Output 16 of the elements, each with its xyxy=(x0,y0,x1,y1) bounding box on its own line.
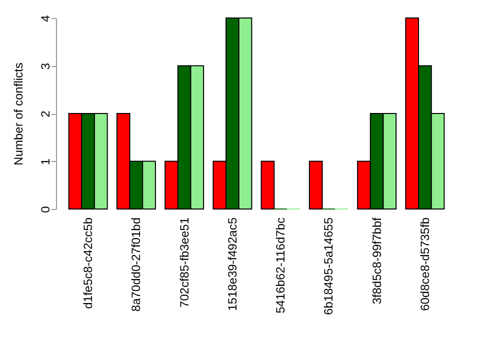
bar xyxy=(308,160,323,210)
x-tick-label: 60d8ce8-d5735fb xyxy=(418,217,432,311)
y-tick-label: 4 xyxy=(38,14,52,22)
x-tick-label: 8a70dd0-27f01bd xyxy=(129,218,144,312)
y-tick-label: 1 xyxy=(38,158,52,166)
x-tick-label: 5416b62-116d7bc xyxy=(274,218,288,314)
x-tick-label: 6b18495-5a14655 xyxy=(322,217,336,315)
y-tick-label: 3 xyxy=(38,62,52,70)
y-axis-title: Number of conflicts xyxy=(12,62,26,166)
y-tick-label: 0 xyxy=(38,206,52,213)
x-tick-label: d1fe5c8-c42cc5b xyxy=(81,217,96,309)
x-tick-label: 702cf85-fb3ee51 xyxy=(177,217,192,308)
x-tick-label: 1518e39-f492ac5 xyxy=(225,217,240,311)
bar xyxy=(260,160,275,210)
x-tick-label: 3f8d5c8-99f7bbf xyxy=(370,216,384,304)
y-tick-label: 2 xyxy=(38,110,52,118)
